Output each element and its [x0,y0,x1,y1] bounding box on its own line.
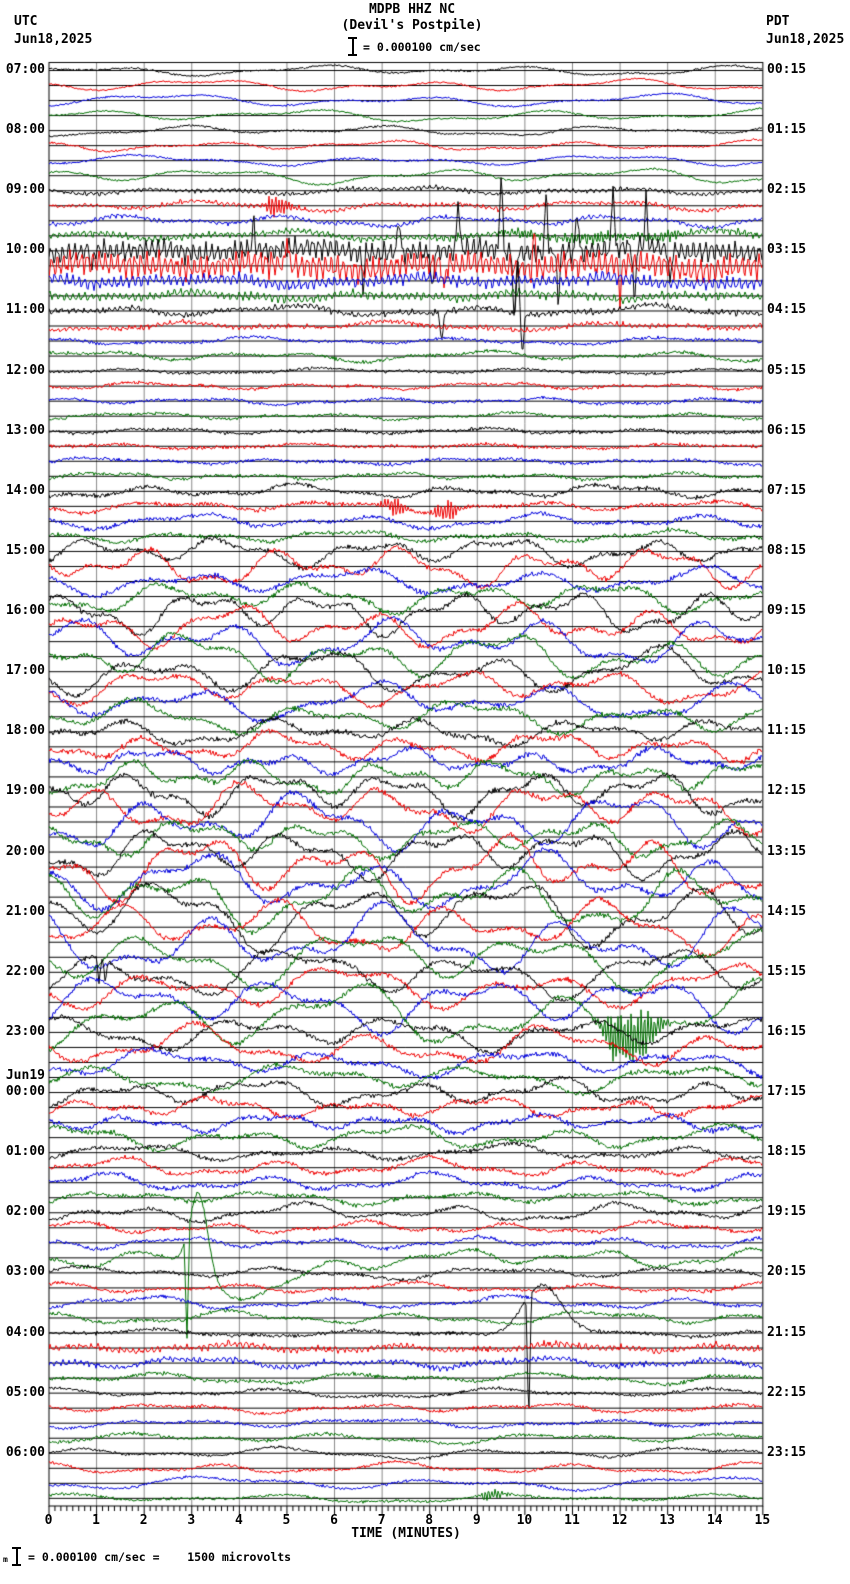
utc-hour-label: 02:00 [5,1204,45,1220]
x-tick-label: 15 [754,1513,771,1528]
utc-hour-label: 05:00 [5,1384,45,1400]
local-hour-label: 08:15 [767,542,807,558]
local-hour-label: 03:15 [767,242,807,258]
local-hour-label: 02:15 [767,182,807,198]
x-tick-label: 13 [659,1513,675,1528]
scale-label: = 0.000100 cm/sec [363,40,481,54]
local-hour-label: 20:15 [767,1264,807,1280]
local-hour-label: 12:15 [767,783,807,799]
x-tick-label: 9 [472,1513,481,1528]
station-location: (Devil's Postpile) [341,18,483,33]
x-tick-label: 4 [234,1513,243,1528]
x-tick-label: 10 [516,1513,533,1528]
utc-hour-label: 14:00 [5,482,45,498]
footer-glyph: m [3,1555,8,1564]
local-hour-label: 10:15 [767,663,807,679]
local-hour-label: 04:15 [767,302,807,318]
x-tick-label: 7 [377,1513,386,1528]
utc-hour-label: 16:00 [5,603,45,619]
local-hour-label: 05:15 [767,362,807,378]
x-tick-label: 2 [139,1513,148,1528]
utc-hour-label: 01:00 [5,1144,45,1160]
utc-hour-label: 08:00 [5,122,45,138]
utc-hour-label: 17:00 [5,663,45,679]
utc-hour-label: 03:00 [5,1264,45,1280]
footer-scale-bar-icon [12,1547,21,1566]
utc-hour-label: 06:00 [5,1444,45,1460]
local-hour-label: 21:15 [767,1324,807,1340]
local-hour-label: 18:15 [767,1144,807,1160]
x-tick-label: 3 [187,1513,196,1528]
local-hour-label: 11:15 [767,723,807,739]
x-tick-label: 1 [92,1513,100,1528]
x-axis-title: TIME (MINUTES) [351,1526,461,1541]
footer-scale-label: = 0.000100 cm/sec = 1500 microvolts [28,1550,292,1564]
local-hour-label: 15:15 [767,963,807,979]
local-hour-label: 23:15 [767,1444,807,1460]
local-hour-label: 13:15 [767,843,807,859]
utc-hour-label: 09:00 [5,182,45,198]
local-hour-label: 14:15 [767,903,807,919]
x-tick-label: 11 [564,1513,580,1528]
utc-hour-label: 23:00 [5,1023,45,1039]
timezone-left: UTC [14,14,38,29]
scale-bar-icon [348,37,357,56]
timezone-right: PDT [766,14,790,29]
utc-hour-label: 13:00 [5,422,45,438]
local-hour-label: 22:15 [767,1384,807,1400]
x-tick-label: 5 [282,1513,291,1528]
x-tick-label: 12 [611,1513,628,1528]
utc-hour-label: 10:00 [5,242,45,258]
utc-hour-label: 04:00 [5,1324,45,1340]
x-tick-label: 6 [330,1513,338,1528]
utc-hour-label: 19:00 [5,783,45,799]
x-tick-label: 14 [706,1513,723,1528]
local-hour-label: 00:15 [767,62,807,77]
utc-hour-label: 18:00 [5,723,45,739]
local-hour-label: 07:15 [767,482,807,498]
date-right: Jun18,2025 [766,32,845,47]
utc-hour-label: 20:00 [5,843,45,859]
utc-hour-label: 15:00 [5,542,45,558]
utc-hour-label: 00:00 [5,1084,45,1100]
local-hour-label: 09:15 [767,603,807,619]
day-change-label: Jun19 [5,1068,45,1084]
utc-hour-label: 12:00 [5,362,45,378]
local-hour-label: 01:15 [767,122,807,138]
station-title: MDPB HHZ NC [368,2,456,17]
local-hour-label: 16:15 [767,1023,807,1039]
local-hour-label: 19:15 [767,1204,807,1220]
utc-hour-label: 11:00 [5,302,45,318]
local-hour-label: 06:15 [767,422,807,438]
local-hour-label: 17:15 [767,1084,807,1100]
x-tick-label: 0 [44,1513,53,1528]
utc-hour-label: 21:00 [5,903,45,919]
x-tick-label: 8 [425,1513,434,1528]
utc-hour-label: 07:00 [5,62,45,77]
date-left: Jun18,2025 [14,32,93,47]
utc-hour-label: 22:00 [5,963,45,979]
